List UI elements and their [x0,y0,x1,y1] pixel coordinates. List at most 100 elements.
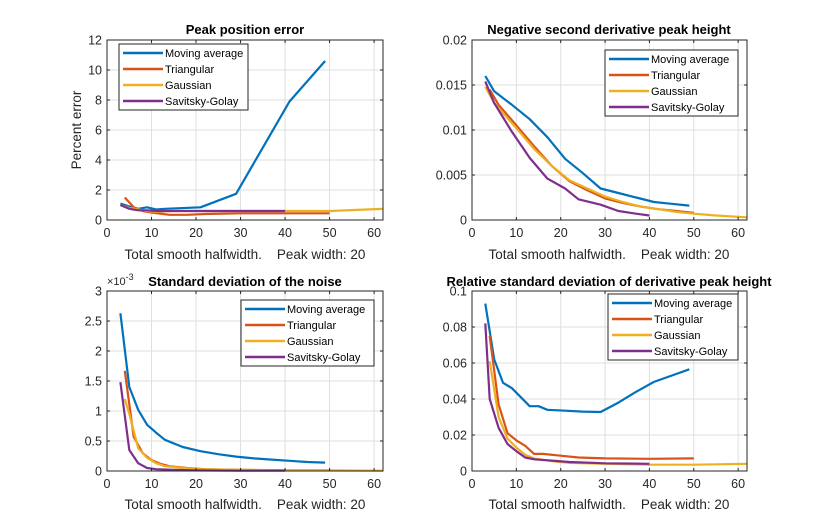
x-axis-label: Total smooth halfwidth. Peak width: 20 [125,497,366,512]
axes-box [471,290,748,472]
x-tick-label: 30 [598,226,612,240]
legend-label: Moving average [654,298,732,310]
y-tick-label: 8 [95,94,102,108]
x-tick-label: 50 [323,477,337,491]
y-tick-label: 0.5 [85,435,102,449]
y-tick-label: 0.06 [443,357,467,371]
x-tick-label: 20 [554,477,568,491]
y-tick-label: 3 [95,285,102,299]
legend-label: Triangular [651,70,700,82]
legend-label: Savitsky-Golay [651,102,725,114]
series-line-savitsky-golay [484,80,650,217]
series-line-savitsky-golay [484,323,650,465]
subplot-noise-std: Standard deviation of the noise Total sm… [85,272,384,512]
y-tick-label: 0 [460,214,467,228]
x-tick-label: 50 [323,226,337,240]
y-tick-label: 2.5 [85,315,102,329]
subplot-title: Standard deviation of the noise [148,274,342,289]
x-tick-label: 20 [189,226,203,240]
y-tick-label: 12 [88,34,102,48]
legend-box [240,299,375,367]
y-tick-label: 0.08 [443,321,467,335]
x-tick-label: 30 [234,226,248,240]
x-tick-label: 40 [642,226,656,240]
x-tick-label: 60 [731,477,745,491]
subplot-second-derivative-peak-height: Negative second derivative peak height T… [436,22,748,262]
legend-label: Savitsky-Golay [165,96,239,108]
subplot-peak-position-error: Peak position error Percent error Total … [69,22,384,262]
x-tick-label: 0 [104,477,111,491]
x-axis-label: Total smooth halfwidth. Peak width: 20 [489,247,730,262]
x-tick-label: 40 [278,477,292,491]
x-tick-label: 20 [189,477,203,491]
legend-label: Gaussian [287,336,333,348]
x-tick-label: 0 [469,477,476,491]
y-tick-label: 4 [95,154,102,168]
subplot-title: Negative second derivative peak height [487,22,731,37]
y-tick-label: 0 [460,465,467,479]
legend-label: Moving average [651,54,729,66]
legend-box [604,49,739,117]
legend: Moving average Triangular Gaussian Savitsky… [118,43,249,111]
y-axis-label: Percent error [69,90,84,169]
legend-label: Savitsky-Golay [287,352,361,364]
legend-box [607,293,739,361]
y-tick-label: 0.015 [436,79,467,93]
legend: Moving average Triangular Gaussian Savitsky… [607,293,739,361]
y-tick-label: 0.005 [436,169,467,183]
x-tick-label: 30 [234,477,248,491]
y-tick-label: 0 [95,214,102,228]
x-axis-label: Total smooth halfwidth. Peak width: 20 [125,247,366,262]
y-tick-label: 0.1 [450,285,467,299]
x-axis-label: Total smooth halfwidth. Peak width: 20 [489,497,730,512]
x-tick-label: 30 [598,477,612,491]
legend-label: Moving average [165,48,243,60]
x-tick-label: 10 [509,226,523,240]
series-line-moving-average [119,313,326,464]
y-tick-label: 1 [95,405,102,419]
legend-label: Gaussian [165,80,211,92]
x-tick-label: 20 [554,226,568,240]
legend: Moving average Triangular Gaussian Savitsky… [604,49,739,117]
y-tick-label: 2 [95,184,102,198]
y-tick-label: 0.02 [443,34,467,48]
y-tick-label: 0 [95,465,102,479]
y-tick-label: 0.01 [443,124,467,138]
legend-label: Triangular [654,314,703,326]
x-tick-label: 60 [367,477,381,491]
legend-label: Triangular [287,320,336,332]
y-tick-label: 1.5 [85,375,102,389]
y-tick-label: 0.02 [443,429,467,443]
legend-box [118,43,249,111]
x-tick-label: 40 [278,226,292,240]
series-line-gaussian [123,398,384,472]
x-tick-label: 10 [509,477,523,491]
x-tick-label: 60 [731,226,745,240]
x-tick-label: 10 [145,477,159,491]
series-line-triangular [488,335,694,460]
legend-label: Triangular [165,64,214,76]
y-tick-label: 0.04 [443,393,467,407]
y-tick-label: 6 [95,124,102,138]
x-tick-label: 10 [145,226,159,240]
legend-label: Gaussian [654,330,700,342]
x-tick-label: 50 [687,477,701,491]
legend: Moving average Triangular Gaussian Savitsky… [240,299,375,367]
x-tick-label: 40 [642,477,656,491]
legend-label: Savitsky-Golay [654,346,728,358]
legend-label: Moving average [287,304,365,316]
subplot-relative-std-derivative-peak: Relative standard deviation of derivativ… [443,274,773,512]
series-line-moving-average [484,75,690,207]
subplot-title: Relative standard deviation of derivativ… [446,274,772,289]
y-tick-label: 10 [88,64,102,78]
x-tick-label: 0 [469,226,476,240]
x-tick-label: 50 [687,226,701,240]
series-line-moving-average [484,303,690,414]
x-tick-label: 60 [367,226,381,240]
subplot-title: Peak position error [186,22,304,37]
y-tick-label: 2 [95,345,102,359]
x-tick-label: 0 [104,226,111,240]
series-line-savitsky-golay [119,203,286,213]
series-line-gaussian [484,86,748,219]
